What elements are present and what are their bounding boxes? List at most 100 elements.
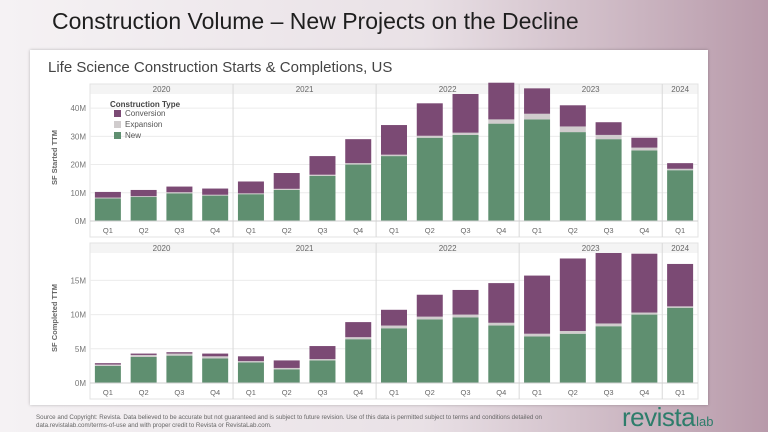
bar-new: [452, 317, 479, 383]
bar-conversion: [524, 88, 551, 114]
bar-new: [667, 307, 694, 383]
bar-conversion: [345, 322, 372, 338]
chart-1: 0M 10M 20M 30M 40M SF Started TTM 2020 2021 2022…: [50, 82, 699, 238]
bar-expansion: [273, 188, 300, 190]
quarter-label: Q4: [353, 226, 363, 235]
quarter-label: Q1: [246, 226, 256, 235]
bar-expansion: [237, 193, 264, 195]
quarter-label: Q4: [353, 388, 363, 397]
bar-conversion: [488, 283, 515, 323]
year-header-band: [90, 84, 698, 94]
chart-2: 0M 5M 10M 15M SF Completed TTM 2020 2021 2022 20…: [50, 242, 699, 400]
bar-expansion: [309, 359, 336, 361]
bar-conversion: [559, 105, 586, 127]
bar-new: [631, 314, 658, 383]
quarter-label: Q4: [639, 226, 649, 235]
chart-title: Life Science Construction Starts & Compl…: [48, 59, 393, 76]
y-tick-label: 40M: [70, 104, 86, 113]
bar-expansion: [524, 113, 551, 120]
bar-conversion: [202, 188, 229, 195]
bar-conversion: [237, 356, 264, 362]
bar-conversion: [345, 139, 372, 164]
year-label: 2021: [296, 244, 314, 253]
bar-new: [309, 175, 336, 221]
bar-conversion: [166, 352, 193, 354]
year-label: 2020: [153, 85, 171, 94]
bar-new: [237, 194, 264, 221]
bar-new: [595, 326, 622, 383]
quarter-label: Q2: [282, 388, 292, 397]
y-axis-label: SF Completed TTM: [50, 284, 59, 352]
y-tick-label: 5M: [75, 345, 86, 354]
quarter-label: Q3: [604, 388, 614, 397]
bar-expansion: [166, 353, 193, 356]
year-label: 2020: [153, 244, 171, 253]
quarter-label: Q2: [568, 388, 578, 397]
bar-conversion: [595, 122, 622, 135]
bar-conversion: [631, 137, 658, 148]
bar-expansion: [166, 192, 193, 194]
chart-panel: Life Science Construction Starts & Compl…: [30, 50, 708, 405]
quarter-label: Q2: [425, 226, 435, 235]
bar-conversion: [381, 309, 407, 326]
bar-conversion: [202, 353, 229, 357]
bar-expansion: [631, 147, 658, 151]
bar-conversion: [416, 103, 443, 136]
bar-new: [452, 134, 479, 221]
legend-title: Construction Type: [110, 100, 181, 109]
bar-expansion: [488, 322, 515, 326]
source-footnote: Source and Copyright: Revista. Data beli…: [36, 414, 542, 429]
bar-conversion: [237, 181, 264, 194]
slide-title: Construction Volume – New Projects on th…: [52, 8, 579, 34]
bar-expansion: [416, 135, 443, 138]
quarter-label: Q4: [496, 388, 506, 397]
bar-conversion: [166, 186, 193, 193]
year-label: 2022: [439, 244, 457, 253]
bar-conversion: [667, 263, 694, 307]
bar-new: [345, 339, 372, 383]
year-label: 2024: [671, 244, 689, 253]
bar-new: [94, 198, 121, 221]
quarter-label: Q1: [389, 226, 399, 235]
bar-expansion: [559, 126, 586, 133]
quarter-label: Q2: [139, 226, 149, 235]
quarter-label: Q4: [496, 226, 506, 235]
bar-new: [309, 360, 336, 383]
bar-new: [166, 355, 193, 383]
legend-swatch-conversion: [114, 110, 121, 117]
quarter-label: Q3: [461, 226, 471, 235]
bar-conversion: [631, 253, 658, 313]
quarter-label: Q3: [174, 226, 184, 235]
bar-expansion: [631, 312, 658, 315]
bar-new: [202, 195, 229, 221]
bar-expansion: [130, 196, 157, 198]
quarter-label: Q4: [210, 388, 220, 397]
bar-expansion: [345, 337, 372, 340]
bar-new: [381, 328, 407, 383]
bar-new: [488, 325, 515, 383]
quarter-label: Q1: [246, 388, 256, 397]
bar-new: [631, 150, 658, 221]
quarter-label: Q1: [532, 226, 542, 235]
bar-conversion: [94, 363, 121, 365]
bar-expansion: [381, 325, 407, 329]
bar-expansion: [130, 354, 157, 357]
quarter-label: Q4: [210, 226, 220, 235]
bar-expansion: [595, 134, 622, 140]
y-tick-label: 10M: [70, 189, 86, 198]
quarter-label: Q3: [317, 388, 327, 397]
legend-label-new: New: [125, 131, 141, 140]
bar-conversion: [452, 94, 479, 133]
bar-expansion: [667, 168, 694, 171]
bar-conversion: [595, 253, 622, 324]
bar-expansion: [452, 314, 479, 318]
bar-expansion: [202, 356, 229, 359]
bar-expansion: [309, 174, 336, 176]
bar-conversion: [130, 353, 157, 355]
bar-conversion: [273, 360, 300, 368]
quarter-label: Q1: [389, 388, 399, 397]
y-tick-label: 0M: [75, 379, 86, 388]
bar-new: [488, 123, 515, 221]
bar-new: [273, 369, 300, 383]
